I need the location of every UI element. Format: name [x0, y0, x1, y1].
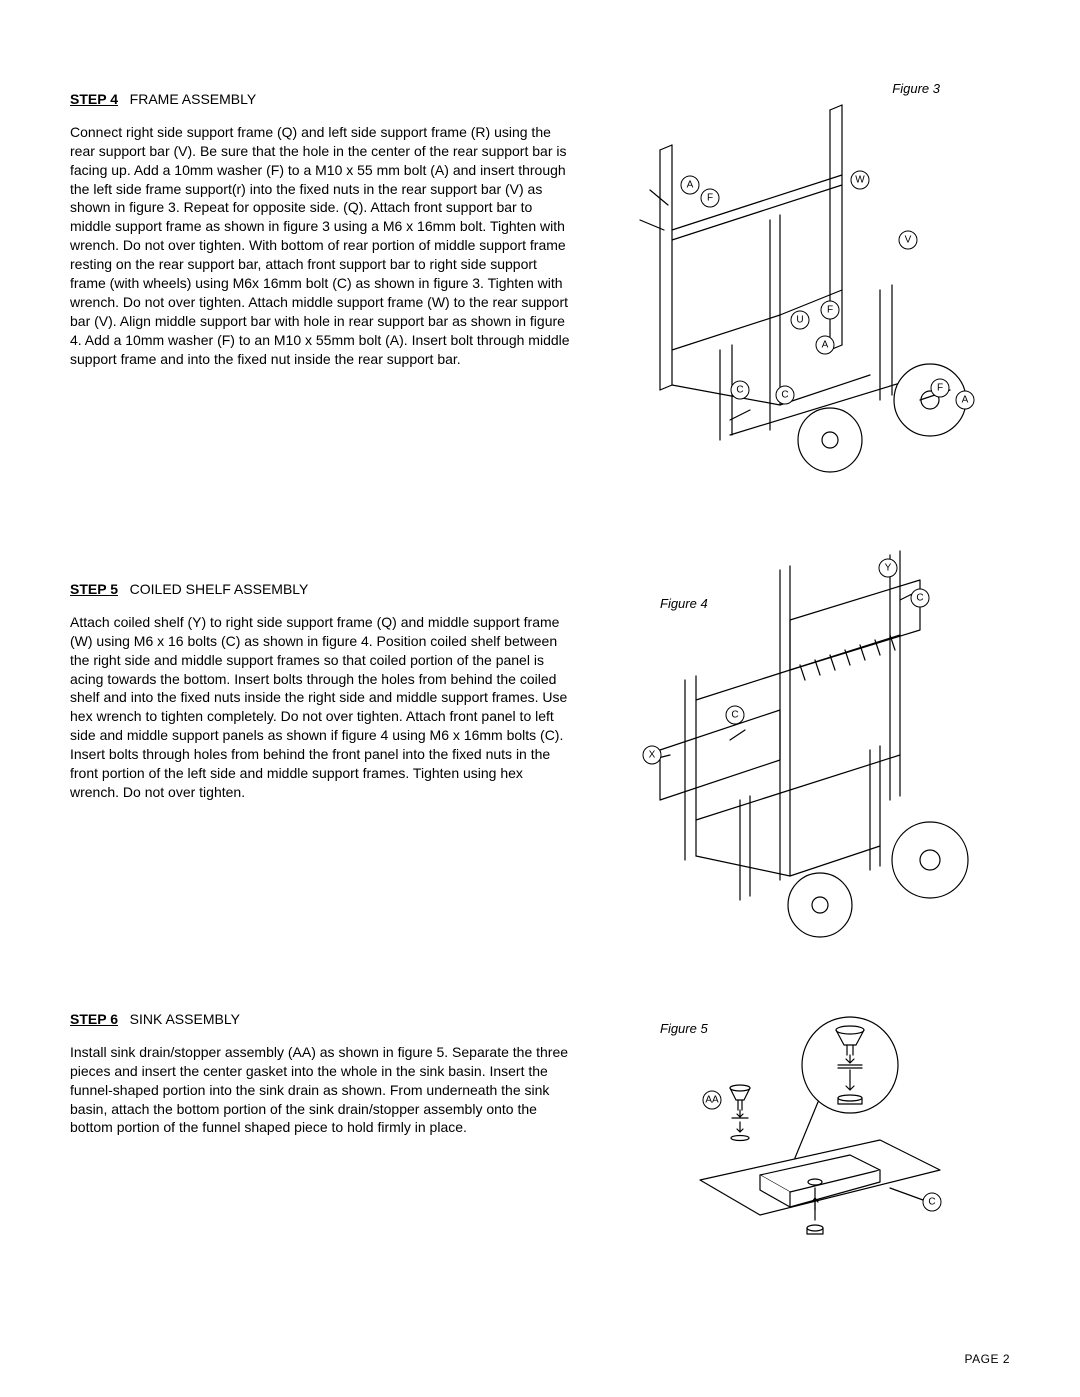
svg-text:A: A: [962, 395, 969, 406]
step-5-block: STEP 5 COILED SHELF ASSEMBLY Attach coil…: [70, 550, 1010, 950]
figure-5-svg: AA C: [640, 1010, 960, 1270]
step-4-block: STEP 4 FRAME ASSEMBLY Connect right side…: [70, 90, 1010, 490]
svg-text:A: A: [687, 180, 694, 191]
figure-4-caption: Figure 4: [660, 595, 708, 613]
step-6-label: STEP 6: [70, 1011, 118, 1027]
svg-text:W: W: [855, 175, 865, 186]
figure-3-column: Figure 3: [590, 90, 1010, 490]
figure-4-wrap: Figure 4: [630, 550, 970, 950]
svg-text:F: F: [707, 193, 713, 204]
step-6-heading: STEP 6 SINK ASSEMBLY: [70, 1010, 570, 1029]
step-4-heading: STEP 4 FRAME ASSEMBLY: [70, 90, 570, 109]
step-6-text: STEP 6 SINK ASSEMBLY Install sink drain/…: [70, 1010, 590, 1137]
step-5-label: STEP 5: [70, 581, 118, 597]
svg-text:C: C: [916, 593, 923, 604]
figure-4-column: Figure 4: [590, 550, 1010, 950]
svg-text:AA: AA: [705, 1095, 719, 1106]
figure-5-column: Figure 5: [590, 1010, 1010, 1270]
svg-text:X: X: [649, 750, 656, 761]
svg-text:C: C: [731, 710, 738, 721]
svg-text:F: F: [827, 305, 833, 316]
step-6-title: SINK ASSEMBLY: [130, 1011, 240, 1027]
figure-3-svg: A F W V F U A C C F A: [620, 90, 980, 490]
svg-text:F: F: [937, 383, 943, 394]
step-4-title: FRAME ASSEMBLY: [130, 91, 257, 107]
svg-text:V: V: [905, 235, 912, 246]
svg-text:C: C: [781, 390, 788, 401]
page-number: PAGE 2: [965, 1351, 1010, 1367]
step-5-title: COILED SHELF ASSEMBLY: [130, 581, 309, 597]
step-6-body: Install sink drain/stopper assembly (AA)…: [70, 1043, 570, 1137]
svg-text:U: U: [796, 315, 803, 326]
svg-text:Y: Y: [885, 563, 892, 574]
step-4-text: STEP 4 FRAME ASSEMBLY Connect right side…: [70, 90, 590, 368]
figure-5-caption: Figure 5: [660, 1020, 708, 1038]
svg-text:C: C: [736, 385, 743, 396]
svg-text:A: A: [822, 340, 829, 351]
figure-3-wrap: Figure 3: [620, 90, 980, 490]
step-5-heading: STEP 5 COILED SHELF ASSEMBLY: [70, 580, 570, 599]
step-5-body: Attach coiled shelf (Y) to right side su…: [70, 613, 570, 802]
step-4-body: Connect right side support frame (Q) and…: [70, 123, 570, 369]
figure-3-caption: Figure 3: [892, 80, 940, 98]
step-5-text: STEP 5 COILED SHELF ASSEMBLY Attach coil…: [70, 550, 590, 802]
svg-text:C: C: [928, 1197, 935, 1208]
step-4-label: STEP 4: [70, 91, 118, 107]
figure-5-wrap: Figure 5: [640, 1010, 960, 1270]
step-6-block: STEP 6 SINK ASSEMBLY Install sink drain/…: [70, 1010, 1010, 1270]
